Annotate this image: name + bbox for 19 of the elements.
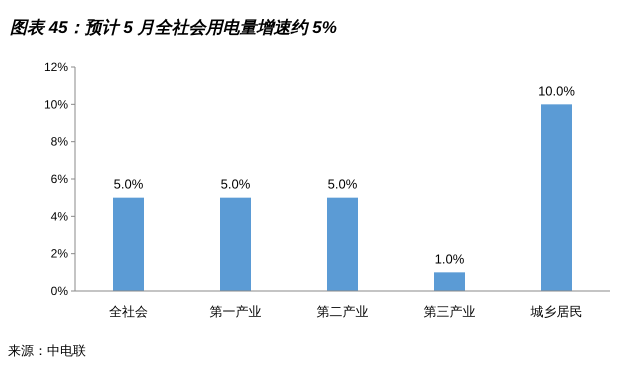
- data-label: 5.0%: [220, 176, 250, 192]
- xtick: 全社会: [109, 304, 148, 319]
- xtick: 第三产业: [424, 304, 476, 319]
- data-label: 10.0%: [538, 83, 575, 98]
- data-label: 5.0%: [114, 176, 144, 192]
- data-label: 5.0%: [328, 176, 358, 192]
- title: 图表 45：预计 5 月全社会用电量增速约 5%: [10, 18, 337, 37]
- xtick: 第二产业: [316, 304, 368, 319]
- annotation: 来源：中电联: [8, 343, 86, 358]
- xtick: 城乡居民: [530, 304, 582, 319]
- xtick: 第一产业: [210, 304, 262, 319]
- ytick: 4%: [50, 209, 68, 224]
- ytick: 12%: [44, 60, 68, 74]
- ytick: 2%: [50, 246, 68, 261]
- ytick: 6%: [50, 172, 68, 186]
- ytick: 8%: [50, 134, 68, 149]
- data-label: 1.0%: [434, 251, 464, 266]
- ytick: 10%: [44, 97, 68, 112]
- ytick: 0%: [50, 284, 68, 298]
